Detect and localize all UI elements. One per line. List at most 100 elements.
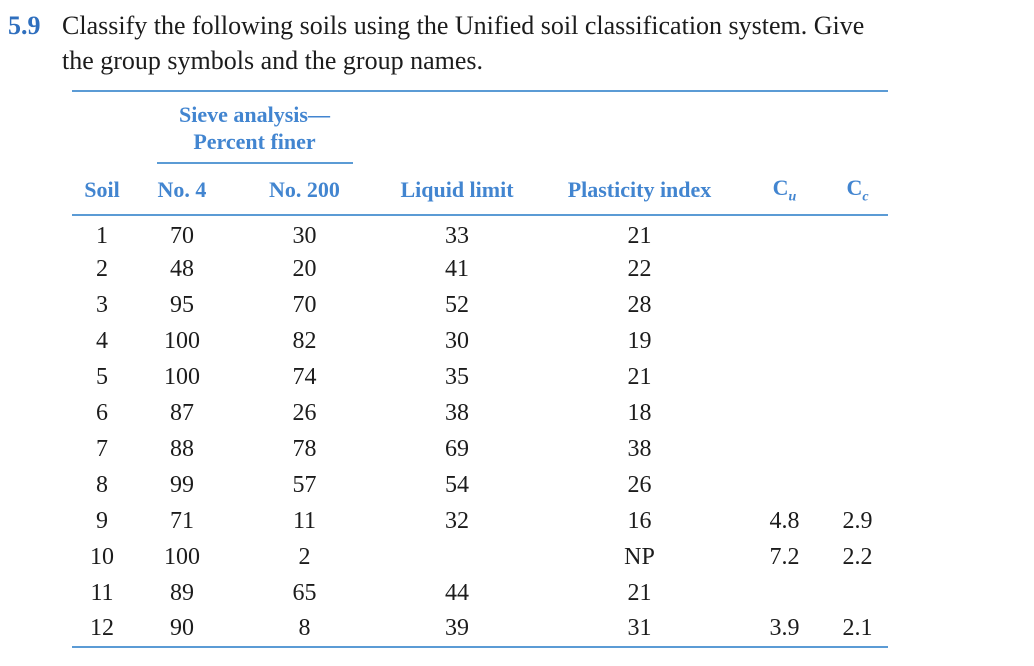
sieve-group-header-cell: Sieve analysis— Percent finer [132, 91, 377, 164]
cell-ll: 32 [445, 507, 469, 534]
cell-no200: 8 [298, 615, 311, 642]
cell-cc [827, 215, 888, 251]
cell-cc [827, 287, 888, 323]
column-header-liquid-limit: Liquid limit [377, 164, 537, 217]
cell-ll: 44 [445, 579, 469, 606]
cell-no200: 57 [292, 471, 317, 498]
cell-ll: 52 [445, 291, 469, 318]
cell-cu: 3.9 [769, 615, 800, 642]
cell-no200: 65 [292, 579, 317, 606]
table-row: 2 48 20 41 22 [72, 251, 888, 287]
cell-ll: 41 [445, 255, 469, 282]
cell-pi: 18 [627, 399, 652, 426]
problem-text-line-1: Classify the following soils using the U… [62, 11, 865, 40]
sieve-group-header-row: Sieve analysis— Percent finer [72, 91, 888, 164]
column-header-row: Soil No. 4 No. 200 Liquid limit Plastici… [72, 164, 888, 217]
cell-pi: 21 [627, 223, 652, 250]
cell-cc [827, 575, 888, 611]
cell-cc [827, 395, 888, 431]
table-row: 7 88 78 69 38 [72, 431, 888, 467]
cell-ll: 35 [445, 363, 469, 390]
column-header-cu: Cu [742, 164, 827, 217]
cell-no200: 11 [292, 507, 317, 534]
table-row: 12 90 8 39 31 3.9 2.1 [72, 611, 888, 647]
cell-no4: 90 [170, 615, 194, 642]
cell-no200: 74 [292, 363, 317, 390]
table-row: 8 99 57 54 26 [72, 467, 888, 503]
column-header-plasticity-index: Plasticity index [537, 164, 742, 217]
cell-cc [827, 251, 888, 287]
cell-cu [742, 251, 827, 287]
cell-cu [742, 467, 827, 503]
cell-no4: 100 [164, 363, 200, 390]
cell-no200: 30 [292, 223, 317, 250]
cell-pi: 19 [627, 327, 652, 354]
cell-no200: 70 [292, 291, 317, 318]
problem-text: Classify the following soils using the U… [62, 8, 864, 78]
cell-cu [742, 395, 827, 431]
table-row: 1 70 30 33 21 [72, 215, 888, 251]
cell-no200: 78 [292, 435, 317, 462]
cell-no4: 89 [170, 579, 194, 606]
cell-pi: 31 [627, 615, 652, 642]
cell-soil: 11 [90, 579, 114, 606]
cell-cc [827, 323, 888, 359]
table-row: 11 89 65 44 21 [72, 575, 888, 611]
sieve-header-line-2: Percent finer [193, 129, 316, 154]
column-header-no4: No. 4 [132, 164, 232, 217]
table-row: 6 87 26 38 18 [72, 395, 888, 431]
cell-ll: 30 [445, 327, 469, 354]
sieve-group-header: Sieve analysis— Percent finer [156, 101, 353, 164]
cell-no200: 26 [292, 399, 317, 426]
table-row: 4 100 82 30 19 [72, 323, 888, 359]
cell-ll: 33 [445, 223, 469, 250]
column-header-cc: Cc [827, 164, 888, 217]
cell-cc [827, 467, 888, 503]
empty-header-cell [72, 91, 132, 164]
cell-soil: 10 [90, 543, 114, 570]
cell-cu: 4.8 [769, 507, 800, 534]
cell-no4: 100 [164, 543, 200, 570]
cell-ll: 39 [445, 615, 469, 642]
cell-pi: 26 [627, 471, 652, 498]
cell-no4: 99 [170, 471, 194, 498]
table-row: 5 100 74 35 21 [72, 359, 888, 395]
cell-no200: 2 [298, 543, 311, 570]
cell-soil: 1 [96, 223, 108, 250]
cell-cu: 7.2 [769, 543, 800, 570]
cell-soil: 9 [96, 507, 108, 534]
cell-pi: 38 [627, 435, 652, 462]
cell-soil: 3 [96, 291, 108, 318]
cell-ll: 69 [445, 435, 469, 462]
table-row: 9 71 11 32 16 4.8 2.9 [72, 503, 888, 539]
cell-cc [827, 431, 888, 467]
cell-cu [742, 359, 827, 395]
cell-no4: 48 [170, 255, 194, 282]
cell-soil: 7 [96, 435, 108, 462]
cell-no4: 88 [170, 435, 194, 462]
cell-cu [742, 431, 827, 467]
cell-soil: 4 [96, 327, 108, 354]
problem-number: 5.9 [8, 11, 41, 40]
cell-soil: 5 [96, 363, 108, 390]
cell-ll: 38 [445, 399, 469, 426]
cell-cu [742, 215, 827, 251]
cell-no200: 82 [292, 327, 317, 354]
cell-cu [742, 323, 827, 359]
cell-cu [742, 575, 827, 611]
cell-cc: 2.2 [842, 543, 873, 570]
cell-no200: 20 [292, 255, 317, 282]
problem-text-line-2: the group symbols and the group names. [62, 46, 483, 75]
cell-cc [827, 359, 888, 395]
column-header-soil: Soil [72, 164, 132, 217]
cell-pi: 22 [627, 255, 652, 282]
cell-soil: 12 [90, 615, 114, 642]
cell-soil: 6 [96, 399, 108, 426]
cell-no4: 70 [170, 223, 194, 250]
cell-no4: 95 [170, 291, 194, 318]
cell-pi: 21 [627, 363, 652, 390]
cell-pi: 16 [627, 507, 652, 534]
cell-soil: 2 [96, 255, 108, 282]
problem-statement: 5.9 Classify the following soils using t… [0, 0, 1034, 78]
cell-soil: 8 [96, 471, 108, 498]
